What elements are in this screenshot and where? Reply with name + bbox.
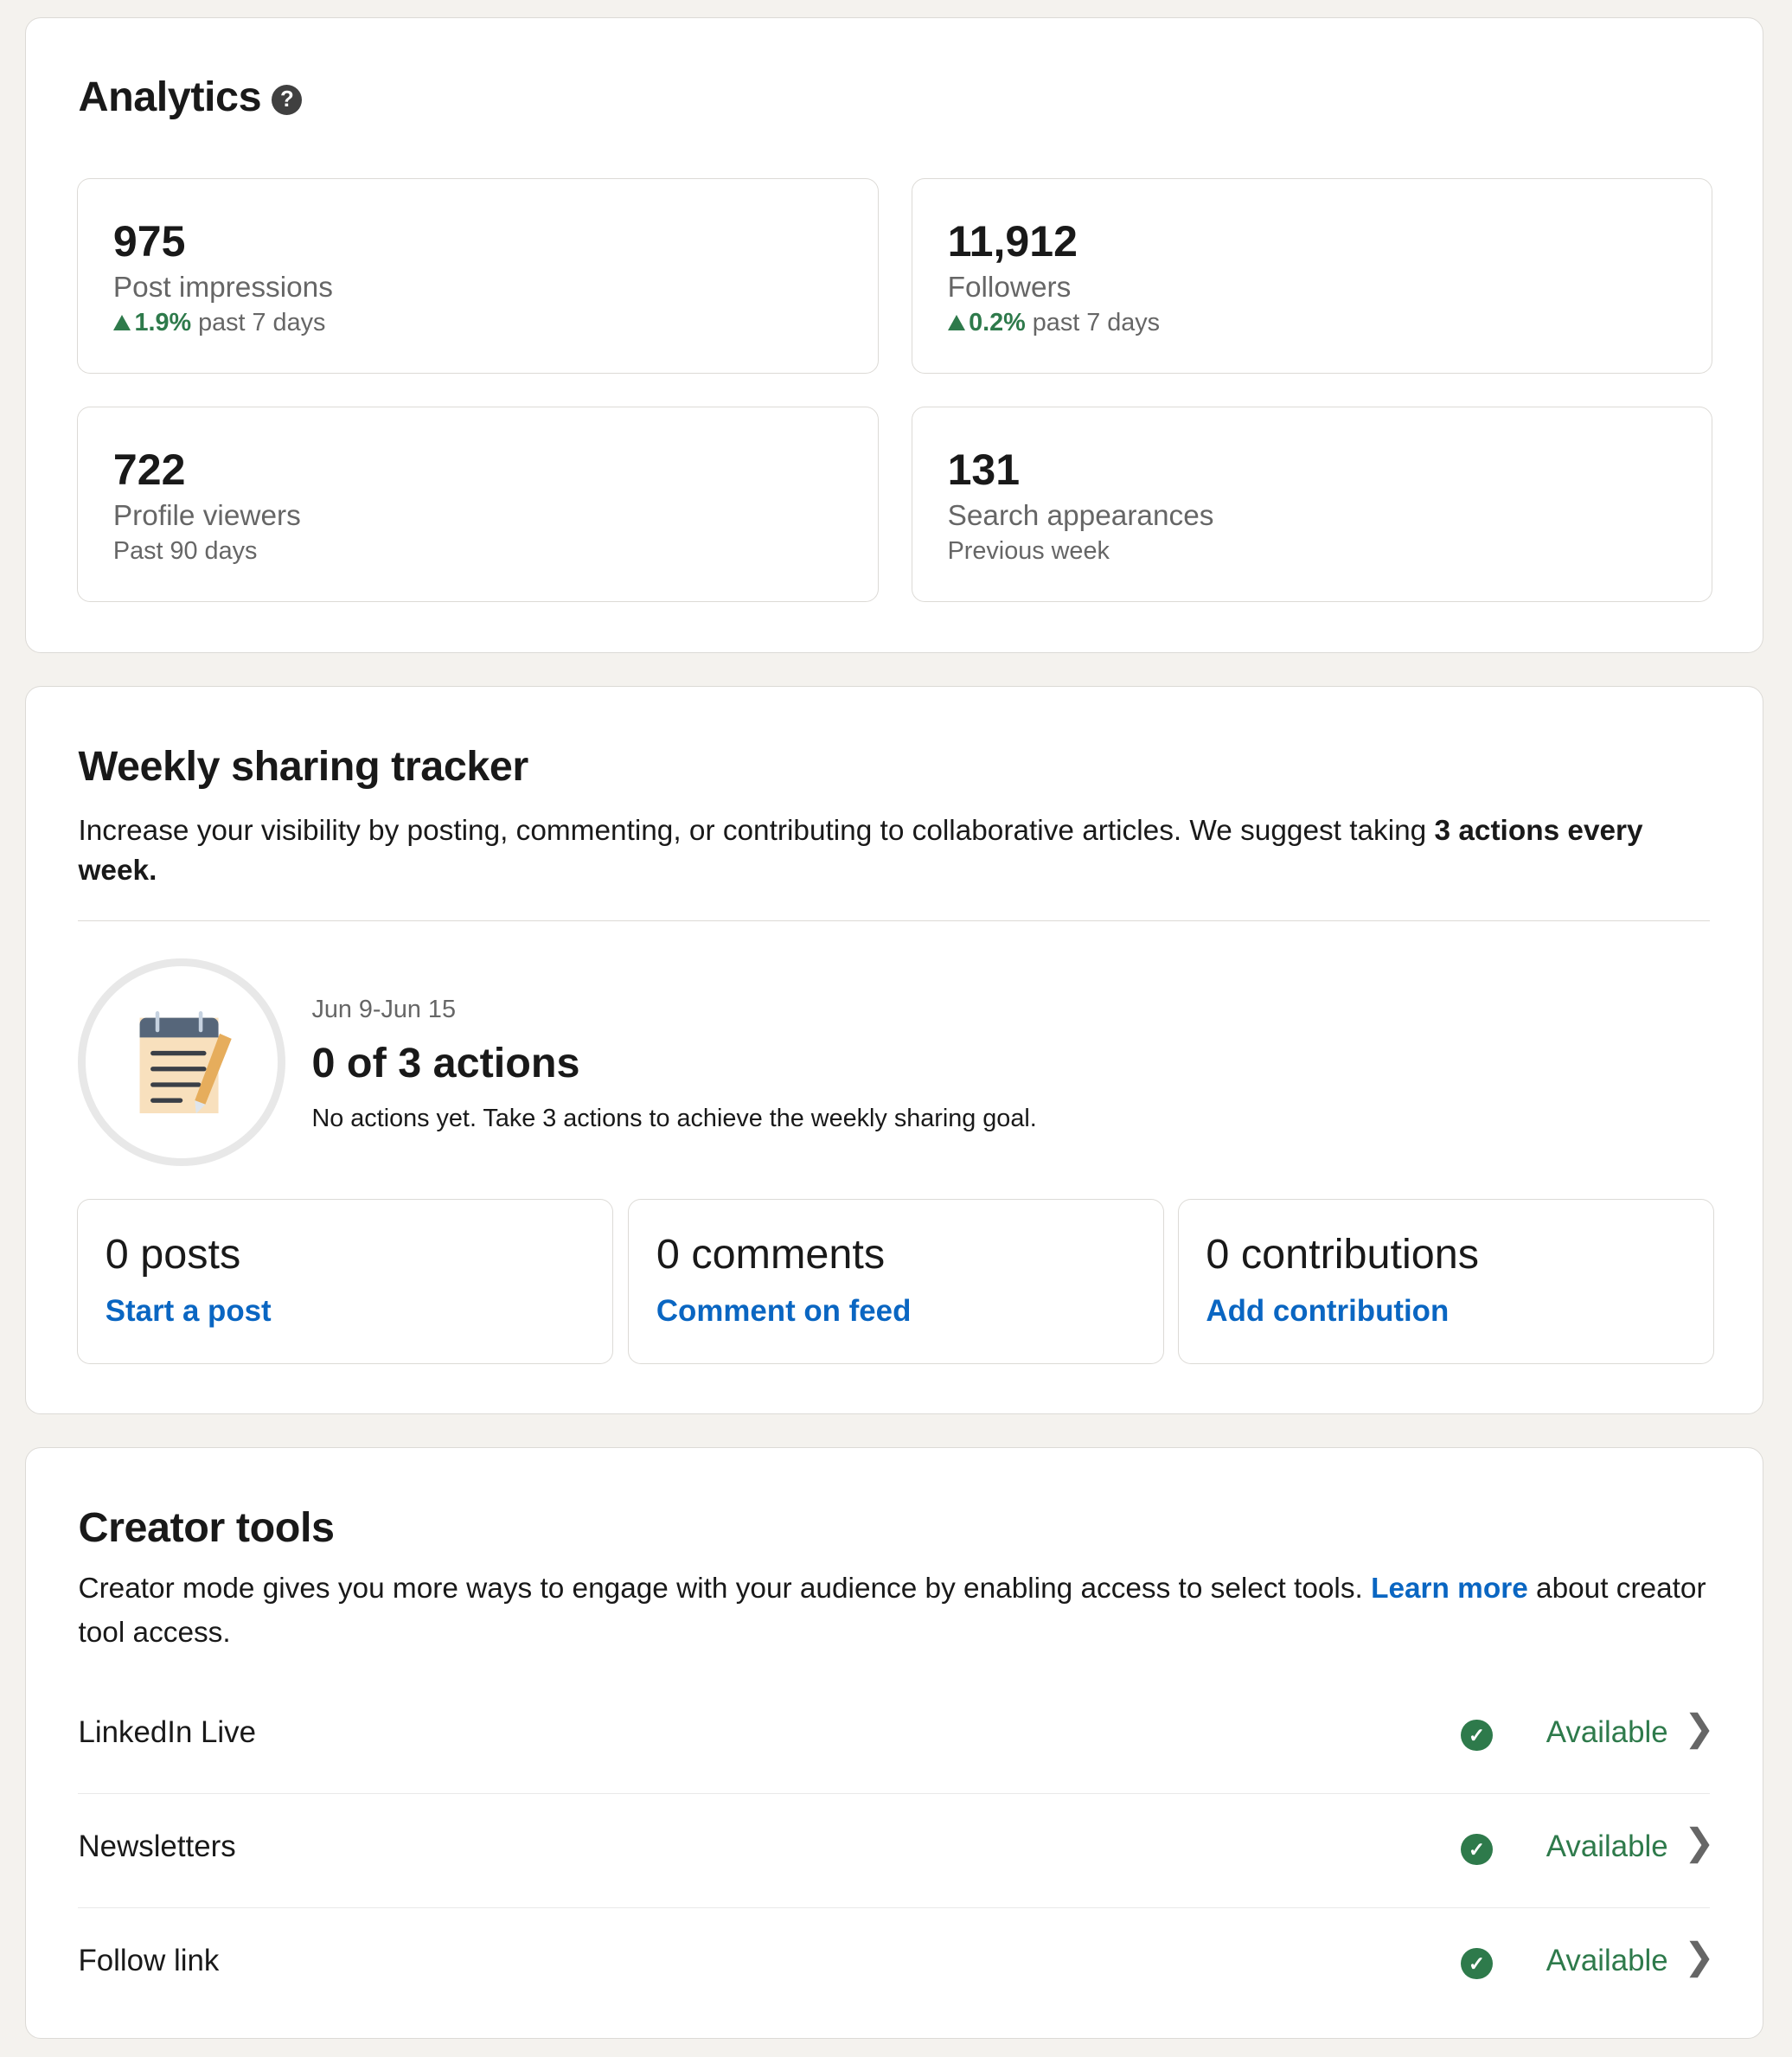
posts-action-card: 0 posts Start a post [76, 1198, 614, 1364]
stat-profile-viewers[interactable]: 722 Profile viewers Past 90 days [76, 406, 879, 602]
check-circle-icon: ✓ [1461, 1833, 1493, 1866]
stat-value: 131 [947, 445, 1021, 495]
analytics-title: Analytics? [78, 73, 303, 121]
date-range: Jun 9-Jun 15 [311, 995, 456, 1023]
weekly-sharing-tracker-card: Weekly sharing tracker Increase your vis… [24, 686, 1763, 1415]
tool-row-follow-link[interactable]: Follow link ✓ Available ❯ [78, 1936, 1715, 1980]
chevron-right-icon: ❯ [1684, 1822, 1715, 1863]
contributions-action-card: 0 contributions Add contribution [1177, 1198, 1714, 1364]
divider [78, 920, 1710, 921]
stat-period: Past 90 days [112, 537, 258, 566]
notepad-icon [139, 1010, 232, 1114]
add-contribution-link[interactable]: Add contribution [1206, 1294, 1450, 1329]
comments-action-card: 0 comments Comment on feed [628, 1198, 1165, 1364]
stat-label: Followers [947, 271, 1072, 304]
start-post-link[interactable]: Start a post [105, 1294, 272, 1329]
progress-ring [78, 958, 286, 1166]
check-circle-icon: ✓ [1461, 1719, 1493, 1752]
tracker-description: Increase your visibility by posting, com… [78, 815, 1643, 887]
chevron-right-icon: ❯ [1684, 1708, 1715, 1749]
stat-post-impressions[interactable]: 975 Post impressions 1.9% past 7 days [76, 177, 879, 374]
stat-followers[interactable]: 11,912 Followers 0.2% past 7 days [911, 177, 1713, 374]
stat-value: 11,912 [947, 217, 1078, 266]
analytics-card: Analytics? 975 Post impressions 1.9% pas… [24, 16, 1763, 654]
stat-label: Profile viewers [112, 499, 301, 532]
chevron-right-icon: ❯ [1684, 1936, 1715, 1977]
up-arrow-icon [947, 315, 965, 331]
stat-value: 975 [112, 217, 186, 266]
creator-description: Creator mode gives you more ways to enga… [78, 1572, 1706, 1650]
creator-tools-card: Creator tools Creator mode gives you mor… [24, 1447, 1763, 2040]
check-circle-icon: ✓ [1461, 1947, 1493, 1980]
comment-on-feed-link[interactable]: Comment on feed [656, 1294, 912, 1329]
stat-search-appearances[interactable]: 131 Search appearances Previous week [911, 406, 1713, 602]
learn-more-link[interactable]: Learn more [1371, 1572, 1528, 1605]
tracker-title: Weekly sharing tracker [78, 742, 528, 790]
help-icon[interactable]: ? [272, 85, 303, 116]
stat-value: 722 [112, 445, 186, 495]
stat-change: 0.2% past 7 days [947, 307, 1677, 338]
stat-change: 1.9% past 7 days [112, 307, 842, 338]
tool-row-linkedin-live[interactable]: LinkedIn Live ✓ Available ❯ [78, 1679, 1715, 1794]
progress-note: No actions yet. Take 3 actions to achiev… [311, 1104, 1037, 1132]
stat-period: Previous week [947, 537, 1110, 566]
progress-text: 0 of 3 actions [311, 1039, 580, 1086]
stat-label: Post impressions [112, 271, 333, 304]
creator-title: Creator tools [78, 1503, 335, 1551]
stat-label: Search appearances [947, 499, 1214, 532]
up-arrow-icon [112, 315, 131, 331]
tool-row-newsletters[interactable]: Newsletters ✓ Available ❯ [78, 1793, 1715, 1908]
